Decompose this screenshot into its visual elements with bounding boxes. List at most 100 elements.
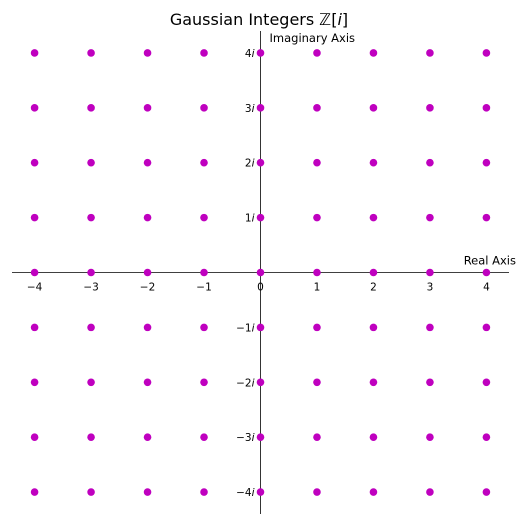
lattice-point — [200, 488, 208, 496]
lattice-point — [369, 158, 378, 167]
x-tick-label: −4 — [27, 282, 43, 294]
lattice-point — [482, 433, 491, 441]
lattice-point — [143, 323, 152, 332]
lattice-point — [369, 433, 378, 441]
lattice-point — [87, 213, 95, 222]
lattice-point — [313, 433, 321, 441]
lattice-point — [87, 433, 95, 441]
x-tick-label: −3 — [83, 282, 98, 294]
lattice-point — [256, 213, 265, 222]
chart-title: Gaussian Integers ℤ[i] — [170, 10, 348, 29]
lattice-point — [30, 433, 39, 441]
x-tick-label: 4 — [483, 282, 490, 294]
y-tick-label: −4i — [236, 487, 254, 499]
lattice-point — [30, 49, 39, 57]
lattice-point — [87, 104, 95, 112]
x-tick-label: −2 — [140, 282, 155, 294]
lattice-point — [426, 433, 434, 441]
y-tick-label: 2i — [245, 158, 255, 170]
lattice-point — [313, 213, 321, 222]
lattice-point — [482, 323, 491, 332]
lattice-point — [87, 378, 95, 387]
lattice-point — [426, 378, 434, 387]
x-ticks: −4 −3 −2 −1 0 1 2 3 4 — [27, 272, 490, 294]
lattice-point — [313, 158, 321, 167]
lattice-point — [200, 268, 208, 277]
y-tick-label: −1i — [236, 322, 254, 334]
lattice-point — [30, 268, 39, 277]
lattice-point — [256, 268, 265, 277]
chart-title-set: ℤ — [319, 10, 331, 29]
lattice-point — [30, 158, 39, 167]
lattice-point — [87, 323, 95, 332]
y-tick-label: 1i — [245, 213, 255, 225]
lattice-point — [256, 433, 265, 441]
chart-title-bracket-open: [ — [331, 10, 337, 29]
x-tick-label: −1 — [196, 282, 211, 294]
y-tick-label: −2i — [236, 377, 254, 389]
lattice-point — [30, 488, 39, 496]
chart-title-main: Gaussian Integers — [170, 10, 319, 29]
lattice-point — [87, 488, 95, 496]
lattice-point — [30, 378, 39, 387]
y-tick-label: 4i — [245, 48, 255, 60]
lattice-point — [426, 158, 434, 167]
lattice-point — [143, 104, 152, 112]
lattice-point — [30, 323, 39, 332]
lattice-point — [426, 213, 434, 222]
lattice-point — [313, 104, 321, 112]
lattice-point — [482, 378, 491, 387]
x-tick-label: 3 — [427, 282, 434, 294]
lattice-point — [369, 268, 378, 277]
lattice-point — [143, 213, 152, 222]
lattice-point — [482, 268, 491, 277]
lattice-point — [143, 49, 152, 57]
lattice-point — [143, 433, 152, 441]
lattice-point — [143, 158, 152, 167]
y-axis-label: Imaginary Axis — [270, 31, 356, 45]
lattice-point — [30, 104, 39, 112]
lattice-point — [369, 104, 378, 112]
lattice-point — [143, 268, 152, 277]
lattice-point — [482, 104, 491, 112]
lattice-point — [426, 488, 434, 496]
lattice-point — [482, 213, 491, 222]
lattice-point — [482, 488, 491, 496]
lattice-points — [30, 49, 491, 496]
lattice-point — [200, 49, 208, 57]
y-tick-label: −3i — [236, 432, 254, 444]
lattice-point — [256, 158, 265, 167]
lattice-point — [313, 378, 321, 387]
lattice-point — [87, 49, 95, 57]
lattice-point — [313, 323, 321, 332]
y-tick-label: 3i — [245, 103, 255, 115]
x-tick-label: 1 — [314, 282, 321, 294]
lattice-point — [256, 49, 265, 57]
lattice-point — [482, 158, 491, 167]
lattice-point — [369, 49, 378, 57]
lattice-point — [143, 378, 152, 387]
lattice-point — [200, 158, 208, 167]
lattice-point — [369, 378, 378, 387]
x-tick-label: 2 — [370, 282, 377, 294]
lattice-point — [200, 378, 208, 387]
lattice-point — [256, 378, 265, 387]
lattice-point — [200, 323, 208, 332]
lattice-point — [256, 488, 265, 496]
x-axis-label: Real Axis — [464, 254, 516, 268]
lattice-point — [87, 268, 95, 277]
lattice-point — [143, 488, 152, 496]
x-tick-label: 0 — [257, 282, 264, 294]
lattice-point — [313, 488, 321, 496]
lattice-point — [369, 323, 378, 332]
lattice-point — [426, 268, 434, 277]
lattice-point — [256, 323, 265, 332]
lattice-point — [200, 433, 208, 441]
lattice-point — [482, 49, 491, 57]
chart-title-var: i — [337, 10, 342, 29]
lattice-point — [30, 213, 39, 222]
lattice-point — [369, 213, 378, 222]
lattice-point — [426, 49, 434, 57]
lattice-point — [200, 213, 208, 222]
